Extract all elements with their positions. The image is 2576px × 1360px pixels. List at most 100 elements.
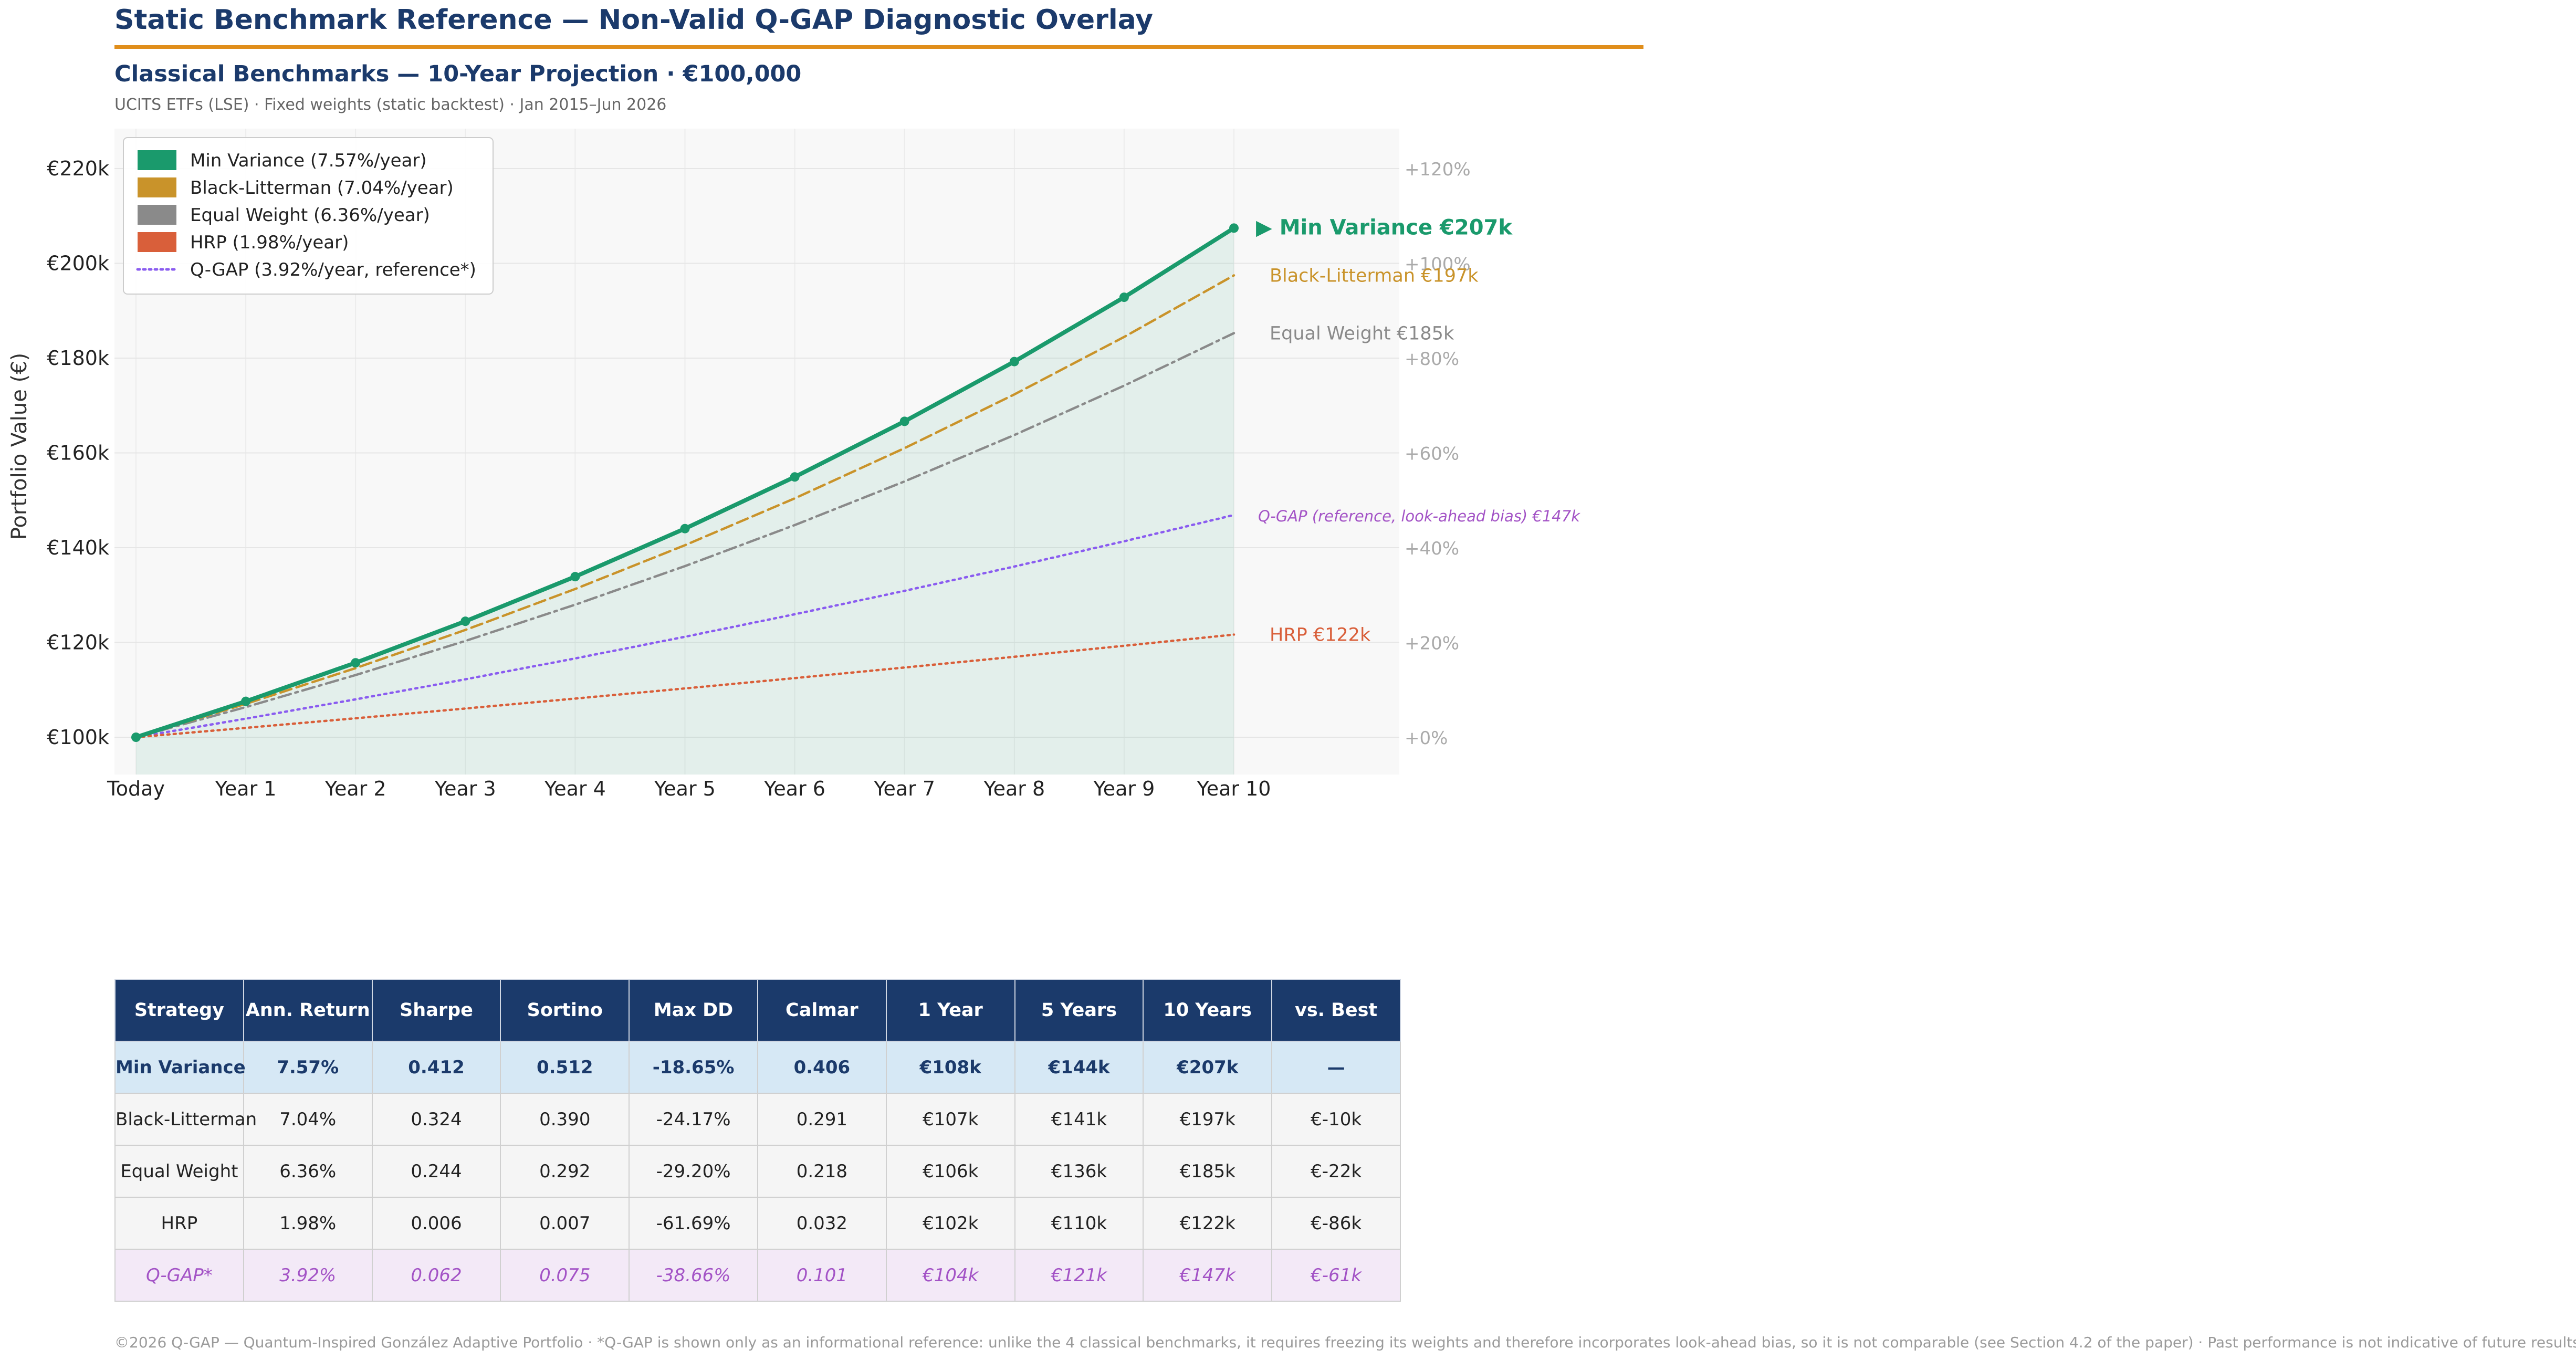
table-cell: HRP (114, 1197, 244, 1250)
x-tick-label: Year 4 (544, 777, 606, 800)
header-ann-return: Ann. Return (243, 979, 373, 1042)
table-row: Q-GAP* 3.92% 0.062 0.075 -38.66% 0.101 €… (114, 1249, 1401, 1302)
table-cell: 0.101 (757, 1249, 887, 1302)
legend-entry: Equal Weight (6.36%/year) (190, 205, 430, 226)
projection-chart: €100k +0% €120k +20% €140k +40% €160k +60% €180k… (7, 129, 1580, 800)
table-cell: €197k (1143, 1093, 1273, 1146)
table-cell: €107k (885, 1093, 1015, 1146)
legend-swatch (138, 177, 176, 197)
y-tick-label: €180k (47, 347, 109, 370)
x-tick-label: Year 10 (1197, 777, 1271, 800)
header-max-dd: Max DD (629, 979, 758, 1042)
table-cell: 0.412 (371, 1041, 501, 1094)
table-cell: -24.17% (629, 1093, 758, 1146)
table-cell: -61.69% (629, 1197, 758, 1250)
table-cell: Equal Weight (114, 1145, 244, 1198)
min-variance-point (1009, 357, 1019, 367)
x-tick-label: Year 8 (983, 777, 1045, 800)
min-variance-point (680, 524, 690, 533)
table-cell: 0.075 (500, 1249, 630, 1302)
table-cell: €106k (885, 1145, 1015, 1198)
footer-disclaimer: ©2026 Q-GAP — Quantum-Inspired González … (114, 1334, 2576, 1351)
table-cell: 0.324 (371, 1093, 501, 1146)
table-row: Black-Litterman 7.04% 0.324 0.390 -24.17… (114, 1093, 1401, 1146)
x-tick-label: Year 3 (434, 777, 496, 800)
table-cell: €-61k (1271, 1249, 1401, 1302)
header-strategy: Strategy (114, 979, 244, 1042)
legend-entry: Q-GAP (3.92%/year, reference*) (190, 259, 476, 280)
table-cell: 0.062 (371, 1249, 501, 1302)
legend-box (123, 137, 494, 295)
x-tick-label: Year 6 (763, 777, 825, 800)
table-cell: €185k (1143, 1145, 1273, 1198)
legend-entry: Black-Litterman (7.04%/year) (190, 177, 454, 198)
table-cell: €104k (885, 1249, 1015, 1302)
x-tick-label: Year 7 (873, 777, 935, 800)
y2-tick-label: +0% (1405, 728, 1448, 749)
table-cell: 0.218 (757, 1145, 887, 1198)
legend-swatch (138, 232, 176, 252)
y2-tick-label: +120% (1405, 159, 1471, 180)
legend-swatch (138, 150, 176, 170)
y2-tick-label: +60% (1405, 444, 1459, 465)
header-5-years: 5 Years (1014, 979, 1144, 1042)
series-line-black-litterman (134, 274, 1235, 739)
table-cell: €-10k (1271, 1093, 1401, 1146)
y2-tick-label: +40% (1405, 538, 1459, 559)
x-tick-label: Year 2 (324, 777, 386, 800)
legend-entry: Min Variance (7.57%/year) (190, 150, 427, 171)
table-cell: 0.006 (371, 1197, 501, 1250)
table-cell: €110k (1014, 1197, 1144, 1250)
series-end-label: Black-Litterman €197k (1270, 265, 1479, 286)
table-cell: €-22k (1271, 1145, 1401, 1198)
table-cell: €-86k (1271, 1197, 1401, 1250)
y-tick-label: €160k (47, 442, 109, 465)
table-cell: 0.032 (757, 1197, 887, 1250)
table-cell: 0.292 (500, 1145, 630, 1198)
min-variance-point (460, 616, 470, 626)
x-tick-label: Today (107, 777, 165, 800)
y2-tick-label: +100% (1405, 254, 1471, 275)
table-cell: 0.390 (500, 1093, 630, 1146)
table-cell: €207k (1143, 1041, 1273, 1094)
table-row: Equal Weight 6.36% 0.244 0.292 -29.20% 0… (114, 1145, 1401, 1198)
series-line-hrp (134, 633, 1235, 739)
min-variance-point (131, 733, 141, 742)
table-cell: -38.66% (629, 1249, 758, 1302)
page-title: Static Benchmark Reference — Non-Valid Q… (114, 4, 1154, 36)
min-variance-point (790, 472, 800, 482)
series-end-label: HRP €122k (1270, 625, 1371, 646)
table-header-row: Strategy Ann. Return Sharpe Sortino Max … (114, 979, 1401, 1042)
legend-entry: HRP (1.98%/year) (190, 232, 349, 253)
table-cell: 0.244 (371, 1145, 501, 1198)
table-cell: €108k (885, 1041, 1015, 1094)
table-cell: -18.65% (629, 1041, 758, 1094)
legend-swatch (138, 205, 176, 225)
header-vs-best: vs. Best (1271, 979, 1401, 1042)
x-tick-label: Year 1 (215, 777, 277, 800)
table-cell: Min Variance (114, 1041, 246, 1094)
table-cell: 7.04% (243, 1093, 373, 1146)
min-variance-area (136, 228, 1234, 775)
table-cell: €147k (1143, 1249, 1273, 1302)
min-variance-point (1229, 223, 1239, 233)
table-cell: 0.291 (757, 1093, 887, 1146)
x-tick-label: Year 5 (654, 777, 716, 800)
y-tick-label: €100k (47, 726, 109, 749)
series-end-label: Equal Weight €185k (1270, 323, 1454, 344)
chart-subtitle: Classical Benchmarks — 10-Year Projectio… (114, 61, 802, 87)
table-cell: — (1271, 1041, 1401, 1094)
y2-tick-label: +80% (1405, 349, 1459, 370)
series-line-equal-weight (134, 332, 1235, 739)
table-row: HRP 1.98% 0.006 0.007 -61.69% 0.032 €102… (114, 1197, 1401, 1250)
metrics-table: Strategy Ann. Return Sharpe Sortino Max … (114, 979, 1401, 1302)
header-10-years: 10 Years (1143, 979, 1273, 1042)
min-variance-point (241, 696, 251, 706)
header-sharpe: Sharpe (371, 979, 501, 1042)
table-cell: €144k (1014, 1041, 1144, 1094)
table-cell: €136k (1014, 1145, 1144, 1198)
y-tick-label: €140k (47, 536, 109, 559)
table-cell: Q-GAP* (114, 1249, 244, 1302)
y-tick-label: €120k (47, 631, 109, 654)
y-tick-label: €220k (47, 157, 109, 180)
